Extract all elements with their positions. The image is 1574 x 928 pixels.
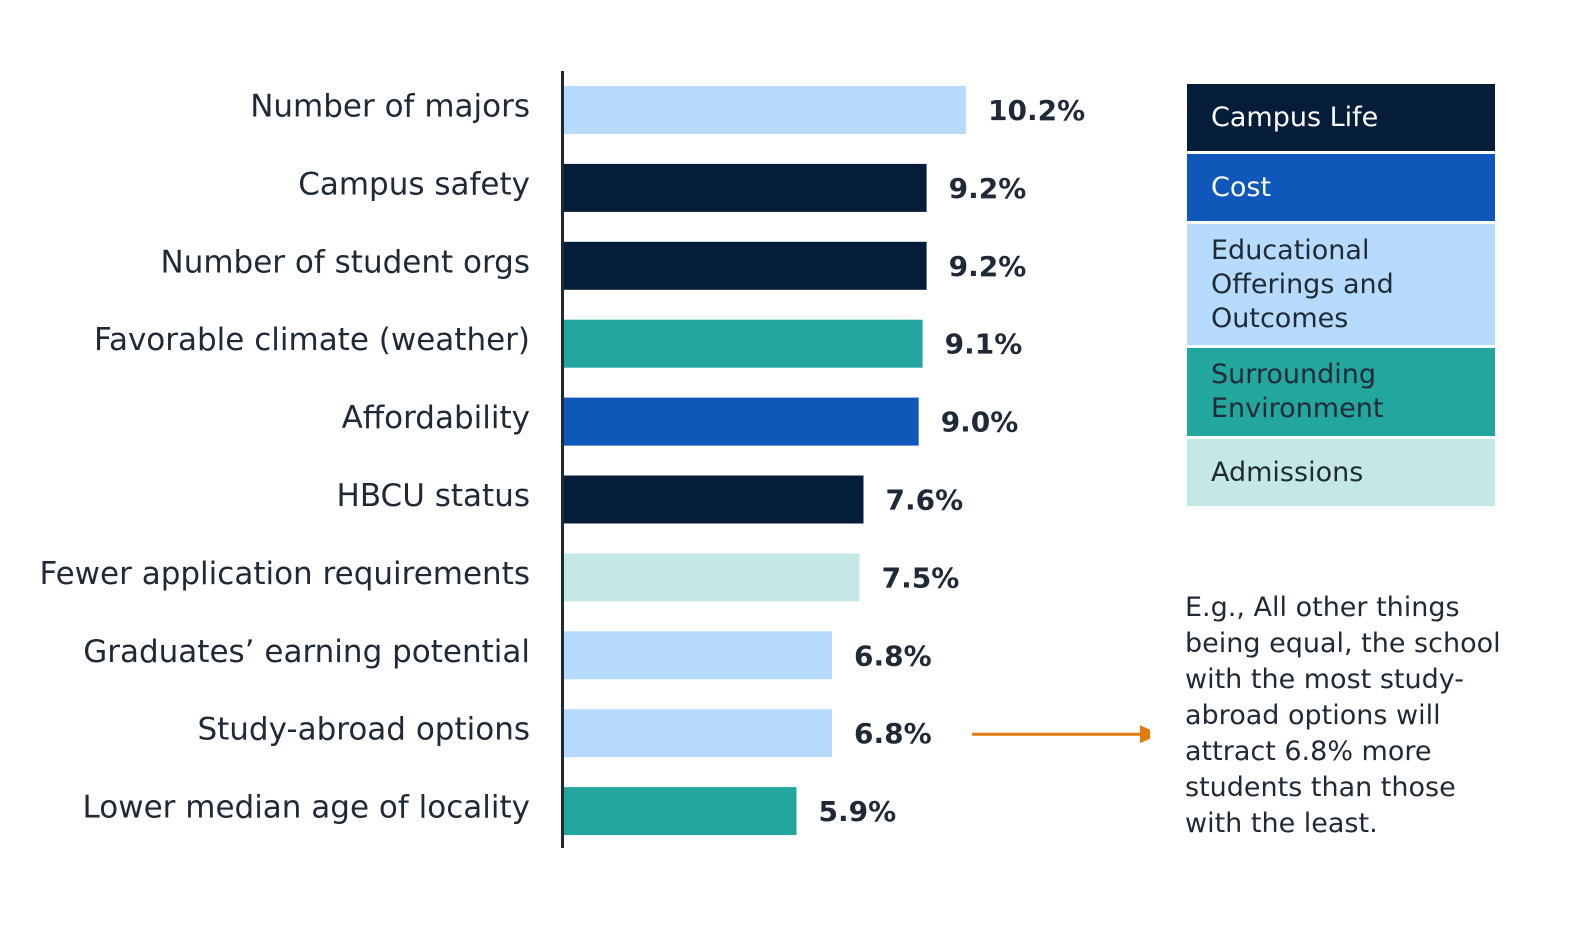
category-label: Graduates’ earning potential <box>83 634 530 670</box>
value-label: 9.2% <box>949 172 1027 205</box>
bar <box>564 631 832 680</box>
legend-item: Educational Offerings and Outcomes <box>1187 224 1495 348</box>
value-label: 7.5% <box>882 561 960 594</box>
value-label: 9.1% <box>945 328 1023 361</box>
category-label: HBCU status <box>337 478 530 514</box>
bar <box>564 86 966 134</box>
annotation-text: E.g., All other things being equal, the … <box>1185 592 1501 839</box>
annotation-arrow <box>972 725 1150 744</box>
bar <box>564 787 797 836</box>
legend: Campus Life Cost Educational Offerings and… <box>1187 84 1495 509</box>
legend-item: Campus Life <box>1187 84 1495 154</box>
category-label: Campus safety <box>298 166 530 202</box>
bar <box>564 397 919 446</box>
bar <box>564 709 832 758</box>
category-label: Lower median age of locality <box>83 790 530 826</box>
bar <box>564 319 923 368</box>
arrow-head <box>1140 725 1150 744</box>
bar <box>564 475 864 524</box>
value-label: 5.9% <box>819 795 897 828</box>
value-label: 6.8% <box>854 639 932 672</box>
value-label: 6.8% <box>854 717 932 750</box>
legend-item: Surrounding Environment <box>1187 348 1495 439</box>
bar <box>564 553 860 602</box>
category-label: Study-abroad options <box>197 712 530 748</box>
bar <box>564 163 927 212</box>
category-label: Fewer application requirements <box>39 556 530 592</box>
value-label: 7.6% <box>886 484 964 517</box>
category-label: Number of majors <box>250 89 530 125</box>
legend-item: Cost <box>1187 154 1495 224</box>
legend-item: Admissions <box>1187 439 1495 509</box>
value-label: 10.2% <box>988 94 1085 127</box>
value-label: 9.2% <box>949 250 1027 283</box>
category-label: Number of student orgs <box>161 244 530 280</box>
bar <box>564 241 927 290</box>
category-label: Favorable climate (weather) <box>94 322 530 358</box>
value-label: 9.0% <box>941 406 1019 439</box>
category-label: Affordability <box>342 400 530 436</box>
bars-layer: Number of majors 10.2% Campus safety 9.2% Nu… <box>39 86 1085 836</box>
bar-chart: Number of majors 10.2% Campus safety 9.2% Nu… <box>39 71 1150 848</box>
